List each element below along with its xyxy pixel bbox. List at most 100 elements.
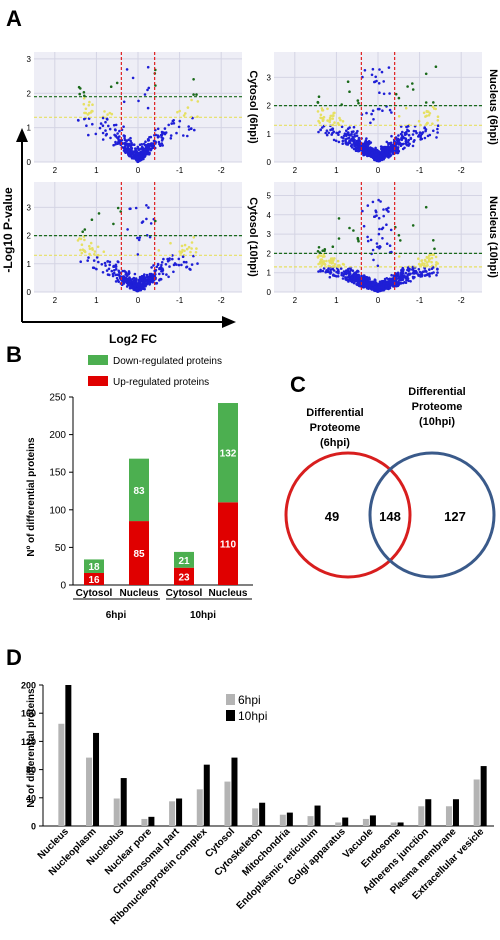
data-point — [356, 282, 360, 286]
data-point — [153, 269, 156, 273]
data-point — [385, 277, 389, 280]
data-point — [105, 269, 109, 272]
x-tick-label: -1 — [416, 296, 424, 305]
data-point — [161, 269, 164, 273]
data-point — [91, 122, 94, 126]
bar-value-label: 110 — [220, 540, 237, 551]
data-point — [187, 245, 191, 249]
data-point — [397, 115, 401, 118]
data-point — [317, 270, 320, 273]
data-point — [409, 280, 412, 283]
venn-label-10hpi-line1: Differential — [408, 386, 465, 398]
data-point — [435, 273, 438, 277]
data-point — [388, 244, 392, 247]
bar-6hpi — [473, 779, 480, 826]
data-point — [82, 102, 86, 106]
panel-a-y-axis-label: -Log10 P-value — [1, 187, 15, 273]
data-point — [149, 144, 153, 147]
data-point — [403, 146, 406, 150]
data-point — [365, 284, 369, 287]
data-point — [356, 99, 360, 102]
data-point — [127, 280, 130, 283]
data-point — [126, 145, 130, 149]
data-point — [432, 239, 435, 242]
data-point — [357, 239, 360, 243]
data-point — [347, 274, 351, 278]
data-point — [370, 151, 374, 154]
data-point — [180, 263, 183, 267]
data-point — [140, 286, 143, 289]
data-point — [428, 257, 432, 261]
data-point — [116, 279, 120, 282]
data-point — [112, 143, 115, 147]
data-point — [425, 270, 428, 273]
data-point — [332, 138, 336, 142]
data-point — [345, 134, 348, 138]
data-point — [87, 133, 90, 137]
bar-value-label: 132 — [220, 449, 237, 460]
legend-6hpi-swatch — [226, 694, 235, 705]
data-point — [182, 114, 186, 117]
data-point — [159, 144, 162, 147]
data-point — [320, 264, 324, 267]
data-point — [316, 250, 320, 253]
data-point — [334, 139, 338, 143]
data-point — [424, 72, 428, 76]
data-point — [139, 288, 143, 292]
data-point — [116, 142, 119, 145]
data-point — [331, 127, 334, 130]
venn-count-intersection: 148 — [379, 509, 401, 524]
data-point — [371, 109, 375, 112]
data-point — [163, 127, 167, 130]
data-point — [127, 273, 130, 276]
data-point — [430, 260, 433, 264]
data-point — [172, 270, 175, 274]
data-point — [363, 140, 367, 144]
data-point — [348, 272, 352, 275]
data-point — [378, 245, 382, 248]
data-point — [316, 101, 320, 104]
data-point — [149, 135, 153, 139]
data-point — [356, 129, 359, 133]
data-point — [377, 150, 381, 153]
x-category-label: Nucleus — [209, 588, 248, 599]
bar-value-label: 83 — [133, 486, 145, 497]
data-point — [143, 287, 146, 291]
data-point — [108, 273, 111, 277]
volcano-plot-cytosol-6hpi: 0 1 2 3 2 1 0 -1 -2 Cytosol (6hpi) — [27, 52, 259, 175]
bar-10hpi — [231, 757, 238, 826]
data-point — [377, 232, 381, 236]
data-point — [80, 243, 84, 246]
data-point — [324, 131, 328, 135]
data-point — [431, 122, 434, 125]
data-point — [344, 142, 348, 145]
data-point — [115, 276, 119, 280]
data-point — [381, 109, 384, 112]
data-point — [134, 147, 137, 150]
data-point — [135, 287, 139, 291]
panel-c-venn-diagram: Differential Proteome (6hpi) Differentia… — [284, 386, 496, 579]
data-point — [142, 278, 146, 282]
data-point — [365, 144, 369, 148]
data-point — [159, 133, 163, 137]
data-point — [317, 130, 320, 134]
data-point — [361, 209, 364, 213]
data-point — [337, 140, 341, 144]
data-point — [404, 140, 408, 143]
data-point — [161, 272, 165, 276]
data-point — [195, 247, 198, 250]
data-point — [434, 263, 438, 267]
y-tick-label: 0 — [31, 822, 36, 832]
data-point — [339, 118, 342, 122]
data-point — [352, 130, 355, 133]
data-point — [352, 277, 356, 281]
data-point — [384, 149, 387, 152]
data-point — [385, 282, 389, 285]
bar-10hpi — [286, 812, 293, 826]
bar-10hpi — [342, 817, 349, 826]
data-point — [382, 149, 385, 153]
data-point — [383, 153, 386, 157]
data-point — [88, 100, 91, 104]
data-point — [321, 249, 325, 252]
data-point — [404, 271, 408, 275]
